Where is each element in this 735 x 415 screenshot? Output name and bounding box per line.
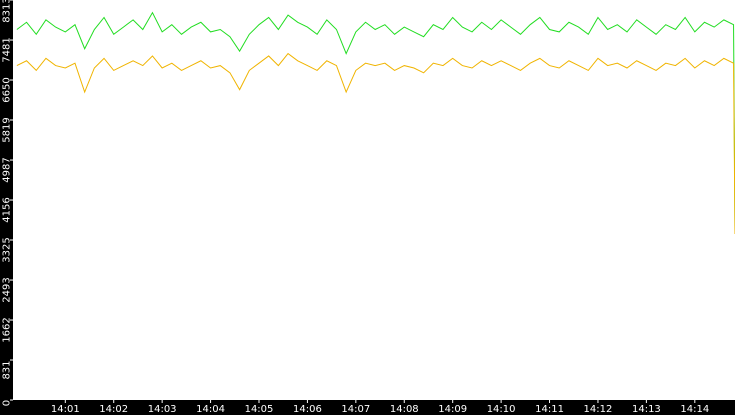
x-tick-label: 14:13 xyxy=(632,404,661,415)
x-axis-strip xyxy=(0,400,735,415)
x-tick-label: 14:07 xyxy=(341,404,370,415)
y-tick-label: 5819 xyxy=(2,117,13,142)
x-tick-label: 14:04 xyxy=(196,404,225,415)
y-tick-label: 2493 xyxy=(2,277,13,302)
x-tick-label: 14:10 xyxy=(487,404,516,415)
y-tick-label: 831 xyxy=(2,360,13,379)
x-tick-label: 14:12 xyxy=(584,404,613,415)
y-tick-label: 1662 xyxy=(2,317,13,342)
x-tick-label: 14:08 xyxy=(390,404,419,415)
x-tick-label: 14:14 xyxy=(680,404,709,415)
x-tick-label: 14:11 xyxy=(535,404,564,415)
y-tick-label: 4987 xyxy=(2,157,13,182)
y-tick-label: 7481 xyxy=(2,37,13,62)
x-tick-label: 14:06 xyxy=(293,404,322,415)
x-tick-label: 14:01 xyxy=(51,404,80,415)
x-tick-label: 14:09 xyxy=(438,404,467,415)
y-tick-label: 3325 xyxy=(2,237,13,262)
y-tick-label: 6650 xyxy=(2,77,13,102)
series-line xyxy=(16,52,735,234)
x-tick-label: 14:05 xyxy=(245,404,274,415)
series-line xyxy=(16,11,735,232)
y-tick-label: 0 xyxy=(2,400,13,406)
y-tick-label: 4156 xyxy=(2,197,13,222)
y-tick-label: 8313 xyxy=(2,0,13,23)
x-tick-label: 14:03 xyxy=(148,404,177,415)
y-axis-strip xyxy=(0,0,13,415)
x-tick-label: 14:02 xyxy=(99,404,128,415)
